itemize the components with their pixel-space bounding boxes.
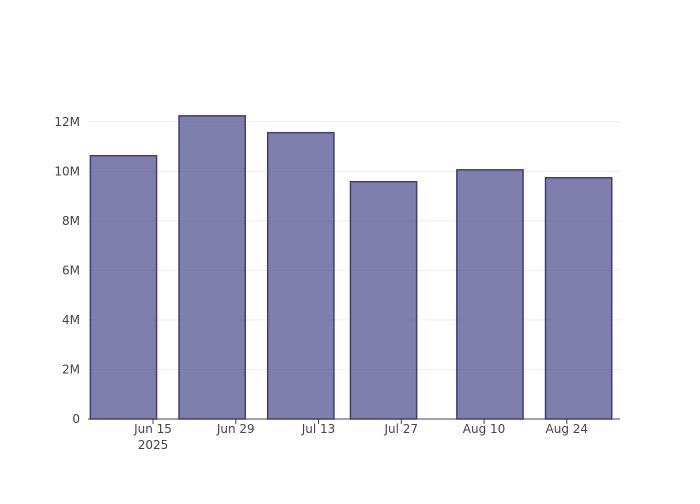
bar — [456, 169, 524, 420]
y-tick-label: 2M — [62, 362, 80, 376]
x-tick-label: Aug 10 — [463, 422, 506, 436]
y-tick-label: 8M — [62, 214, 80, 228]
y-tick-label: 6M — [62, 263, 80, 277]
x-tick-label: Aug 24 — [546, 422, 589, 436]
x-tick-label-line: Aug 10 — [463, 422, 506, 436]
bar — [349, 180, 418, 420]
y-tick-label: 12M — [54, 115, 80, 129]
x-tick-label-line: Aug 24 — [546, 422, 589, 436]
bar — [178, 115, 246, 420]
x-tick-label-line: Jul 13 — [301, 422, 336, 436]
x-tick-label: Jun 29 — [216, 422, 255, 436]
x-tick-label: Jul 13 — [301, 422, 336, 436]
x-tick-label: Jun 15 2025 — [133, 422, 172, 452]
bar — [89, 154, 158, 420]
y-tick-label: 10M — [54, 164, 80, 178]
y-tick-label: 0 — [72, 412, 80, 426]
bar — [544, 177, 613, 420]
y-tick-label: 4M — [62, 313, 80, 327]
x-tick-label-line: Jul 27 — [384, 422, 419, 436]
x-tick-label-line: 2025 — [138, 438, 169, 452]
x-tick-label: Jul 27 — [384, 422, 419, 436]
x-tick-label-line: Jun 15 — [133, 422, 172, 436]
x-tick-label-line: Jun 29 — [216, 422, 255, 436]
bar — [266, 131, 335, 420]
